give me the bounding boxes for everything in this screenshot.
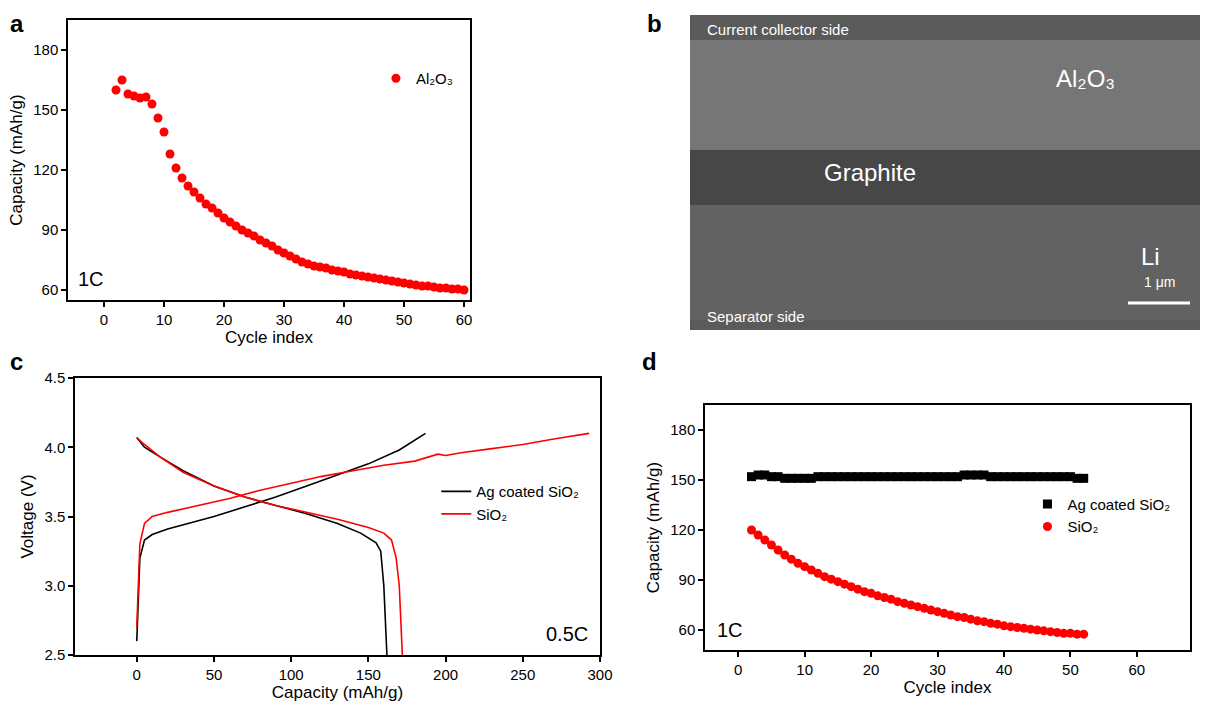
svg-text:4.5: 4.5 <box>44 369 65 386</box>
svg-text:60: 60 <box>1129 661 1146 678</box>
svg-text:120: 120 <box>670 521 695 538</box>
svg-text:40: 40 <box>996 661 1013 678</box>
svg-text:40: 40 <box>336 311 353 328</box>
svg-text:SiO₂: SiO₂ <box>476 506 507 523</box>
svg-text:180: 180 <box>33 41 58 58</box>
svg-text:Cycle index: Cycle index <box>225 328 313 347</box>
svg-text:150: 150 <box>670 471 695 488</box>
svg-text:150: 150 <box>356 666 381 683</box>
svg-text:300: 300 <box>587 666 612 683</box>
svg-text:3.0: 3.0 <box>44 577 65 594</box>
svg-text:90: 90 <box>42 221 59 238</box>
svg-text:20: 20 <box>216 311 233 328</box>
svg-text:a: a <box>10 10 24 37</box>
svg-text:30: 30 <box>276 311 293 328</box>
svg-text:250: 250 <box>510 666 535 683</box>
svg-text:Separator side: Separator side <box>707 308 805 325</box>
svg-text:2.5: 2.5 <box>44 646 65 663</box>
svg-text:b: b <box>647 10 662 37</box>
svg-text:Capacity (mAh/g): Capacity (mAh/g) <box>272 683 403 702</box>
svg-text:Current collector side: Current collector side <box>707 21 849 38</box>
svg-text:90: 90 <box>679 571 696 588</box>
svg-text:120: 120 <box>33 161 58 178</box>
svg-text:150: 150 <box>33 101 58 118</box>
svg-text:d: d <box>642 348 657 375</box>
svg-text:c: c <box>10 348 23 375</box>
svg-text:Voltage (V): Voltage (V) <box>18 474 37 558</box>
svg-text:10: 10 <box>796 661 813 678</box>
svg-text:180: 180 <box>670 421 695 438</box>
svg-text:1C: 1C <box>717 619 743 641</box>
svg-text:Al₂O₃: Al₂O₃ <box>416 70 453 87</box>
svg-text:60: 60 <box>42 281 59 298</box>
svg-text:50: 50 <box>206 666 223 683</box>
svg-text:10: 10 <box>156 311 173 328</box>
svg-text:60: 60 <box>456 311 473 328</box>
svg-text:0.5C: 0.5C <box>546 623 588 645</box>
svg-text:Li: Li <box>1141 243 1160 270</box>
svg-text:1 μm: 1 μm <box>1144 274 1175 290</box>
svg-text:0: 0 <box>133 666 141 683</box>
svg-text:Capacity (mAh/g): Capacity (mAh/g) <box>7 94 26 225</box>
svg-text:60: 60 <box>679 621 696 638</box>
svg-text:Al₂O₃: Al₂O₃ <box>1056 65 1115 92</box>
svg-text:50: 50 <box>396 311 413 328</box>
svg-text:30: 30 <box>929 661 946 678</box>
svg-text:Graphite: Graphite <box>824 159 916 186</box>
svg-text:4.0: 4.0 <box>44 439 65 456</box>
svg-text:Capacity (mAh/g): Capacity (mAh/g) <box>644 462 663 593</box>
svg-text:3.5: 3.5 <box>44 508 65 525</box>
svg-text:20: 20 <box>863 661 880 678</box>
svg-text:Cycle index: Cycle index <box>904 678 992 697</box>
svg-text:50: 50 <box>1062 661 1079 678</box>
svg-text:Ag coated SiO₂: Ag coated SiO₂ <box>476 483 579 500</box>
svg-text:SiO₂: SiO₂ <box>1067 518 1098 535</box>
svg-text:0: 0 <box>100 311 108 328</box>
svg-text:1C: 1C <box>78 268 104 290</box>
svg-text:0: 0 <box>734 661 742 678</box>
svg-text:Ag coated SiO₂: Ag coated SiO₂ <box>1067 496 1170 513</box>
svg-text:100: 100 <box>279 666 304 683</box>
svg-text:200: 200 <box>433 666 458 683</box>
